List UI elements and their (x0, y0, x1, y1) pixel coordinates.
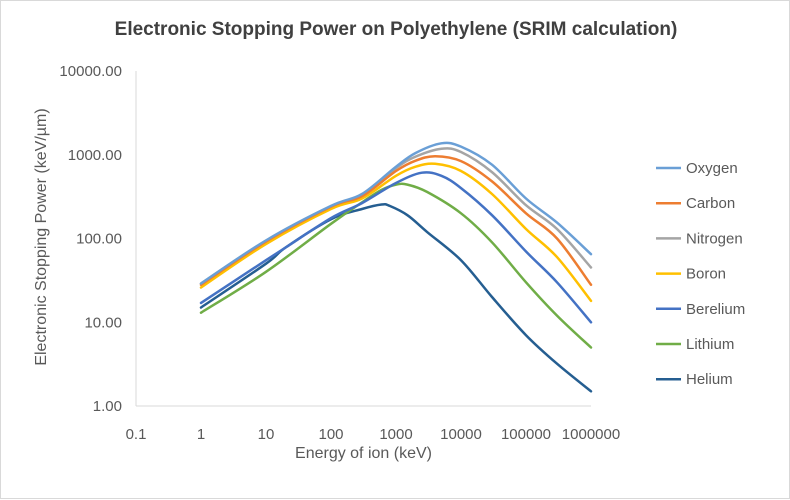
y-tick-label: 10000.00 (59, 63, 122, 80)
series-line-boron (199, 162, 593, 303)
legend-label-lithium: Lithium (686, 336, 734, 353)
x-tick-label: 1000000 (562, 426, 620, 443)
series-line-berelium (199, 171, 593, 324)
legend-label-oxygen: Oxygen (686, 160, 738, 177)
x-tick-label: 10 (258, 426, 275, 443)
legend-label-nitrogen: Nitrogen (686, 230, 743, 247)
y-tick-label: 100.00 (76, 231, 122, 248)
x-tick-label: 0.1 (126, 426, 147, 443)
x-tick-label: 1000 (379, 426, 412, 443)
legend-label-berelium: Berelium (686, 301, 745, 318)
y-tick-label: 10.00 (84, 314, 122, 331)
chart-title: Electronic Stopping Power on Polyethylen… (114, 19, 678, 40)
x-tick-label: 100 (318, 426, 343, 443)
x-tick-label: 10000 (440, 426, 482, 443)
legend-label-boron: Boron (686, 266, 726, 283)
series-line-oxygen (199, 141, 593, 285)
x-tick-label: 1 (197, 426, 205, 443)
legend-label-helium: Helium (686, 371, 733, 388)
x-tick-label: 100000 (501, 426, 551, 443)
series-line-helium (199, 202, 593, 393)
series-line-lithium (199, 182, 593, 349)
x-axis-label: Energy of ion (keV) (295, 445, 432, 462)
y-tick-label: 1.00 (93, 398, 122, 415)
y-tick-label: 1000.00 (68, 147, 122, 164)
legend-label-carbon: Carbon (686, 195, 735, 212)
